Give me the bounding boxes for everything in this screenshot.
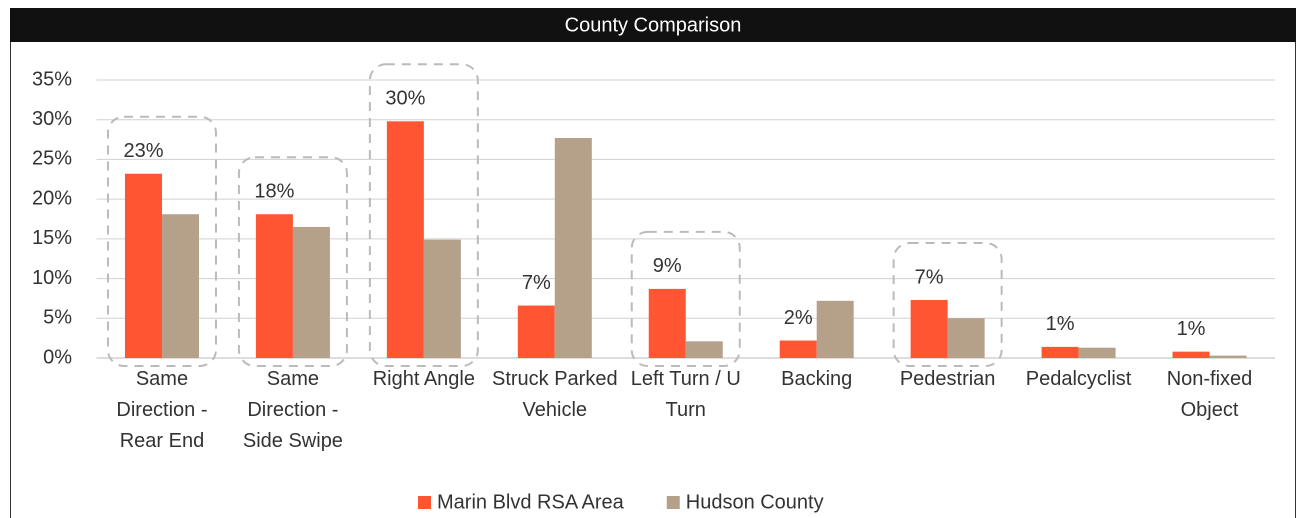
bar [255, 214, 293, 358]
data-label: 18% [254, 181, 294, 203]
x-tick-label: Struck Parked Vehicle [491, 368, 618, 421]
data-label: 1% [1046, 313, 1075, 335]
data-label: 30% [385, 88, 425, 110]
y-tick-label: 5% [43, 307, 72, 329]
x-tick-label: Same Direction - Side Swipe [242, 368, 343, 452]
bar [517, 305, 555, 358]
bar [292, 226, 330, 358]
x-tick-label: Pedalcyclist [1025, 368, 1132, 390]
data-label: 7% [522, 272, 551, 294]
title-bar [10, 8, 1296, 42]
data-label: 7% [915, 266, 944, 288]
highlight-box [630, 230, 741, 367]
legend-swatch [666, 496, 680, 509]
highlight-box [237, 156, 348, 367]
bar [554, 137, 592, 358]
legend-label: Hudson County [686, 491, 824, 513]
y-tick-label: 0% [43, 346, 72, 368]
bar [648, 288, 686, 358]
y-tick-label: 20% [32, 187, 72, 209]
bar [685, 341, 723, 358]
y-tick-label: 25% [32, 148, 72, 170]
legend-label: Marin Blvd RSA Area [437, 491, 625, 513]
data-label: 23% [123, 140, 163, 162]
y-tick-label: 15% [32, 227, 72, 249]
bar [423, 239, 461, 358]
data-label: 1% [1177, 318, 1206, 340]
data-label: 9% [653, 255, 682, 277]
y-tick-label: 35% [32, 68, 72, 90]
bar [161, 214, 199, 358]
highlight-box [892, 242, 1003, 367]
bar [124, 173, 162, 358]
bar [1041, 346, 1079, 358]
x-tick-label: Backing [781, 368, 853, 390]
x-tick-label: Right Angle [372, 368, 475, 390]
legend-swatch [418, 496, 431, 509]
chart-title: County Comparison [565, 14, 742, 36]
x-tick-label: Non-fixed Object [1166, 368, 1253, 421]
data-label: 2% [784, 307, 813, 329]
bar [1172, 351, 1210, 358]
highlight-box [368, 63, 479, 367]
bar [1209, 355, 1247, 358]
x-tick-label: Left Turn / U Turn [630, 368, 741, 421]
y-tick-label: 10% [32, 267, 72, 289]
x-tick-label: Same Direction - Rear End [116, 368, 208, 452]
x-tick-label: Pedestrian [899, 368, 996, 390]
y-tick-label: 30% [32, 108, 72, 130]
bar [910, 300, 948, 358]
bar [1078, 347, 1116, 358]
bar [386, 121, 424, 358]
bar [779, 340, 817, 358]
highlight-box [106, 115, 217, 368]
bar [816, 300, 854, 358]
bar [947, 318, 985, 358]
